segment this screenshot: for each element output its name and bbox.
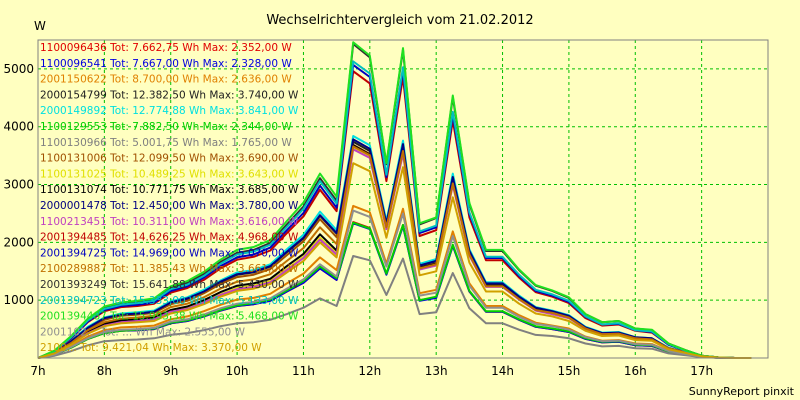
x-tick-label: 9h — [163, 364, 178, 378]
legend-entry-2100289887: 2100289887 Tot: 11.385,43 Wh Max: 3.661,… — [40, 263, 299, 275]
legend-entry-1100131006: 1100131006 Tot: 12.099,50 Wh Max: 3.690,… — [40, 153, 299, 165]
plot-frame — [37, 39, 769, 359]
y-tick-label: 5000 — [3, 62, 34, 76]
series-line-2100289887 — [37, 145, 752, 359]
series-line-2001102 — [37, 209, 752, 359]
x-tick-label: 13h — [425, 364, 448, 378]
legend-entry-1100131025: 1100131025 Tot: 10.489,25 Wh Max: 3.643,… — [40, 168, 299, 180]
legend-entry-2001394487: 2001394487 Tot: 15.993,38 Wh Max: 5.468,… — [40, 311, 299, 323]
legend-entry-1100096541: 1100096541 Tot: 7.667,00 Wh Max: 2.328,0… — [40, 58, 292, 70]
legend: 1100096436 Tot: 7.662,75 Wh Max: 2.352,0… — [40, 42, 299, 354]
x-tick-label: 12h — [358, 364, 381, 378]
series-line-2001394723 — [37, 60, 752, 359]
legend-entry-1100213451: 1100213451 Tot: 10.311,00 Wh Max: 3.616,… — [40, 216, 299, 228]
x-tick-label: 14h — [491, 364, 514, 378]
legend-entry-1100130966: 1100130966 Tot: 5.001,75 Wh Max: 1.765,0… — [40, 137, 292, 149]
x-tick-label: 8h — [97, 364, 112, 378]
chart-title: Wechselrichtervergleich vom 21.02.2012 — [266, 13, 533, 28]
legend-entry-2001394485: 2001394485 Tot: 14.626,25 Wh Max: 4.968,… — [40, 232, 299, 244]
series-line-2001394487 — [37, 41, 752, 359]
legend-entry-1100129553: 1100129553 Tot: 7.882,50 Wh Max: 2.344,0… — [40, 121, 292, 133]
series-line-2000001478 — [37, 138, 752, 359]
legend-entry-2001150622: 2001150622 Tot: 8.700,00 Wh Max: 2.636,0… — [40, 74, 292, 86]
legend-entry-1100131074: 1100131074 Tot: 10.771,75 Wh Max: 3.685,… — [40, 184, 299, 196]
legend-entry-2000149892: 2000149892 Tot: 12.774,88 Wh Max: 3.841,… — [40, 105, 299, 117]
x-tick-label: 11h — [292, 364, 315, 378]
x-tick-label: 17h — [690, 364, 713, 378]
series-line-2100 — [37, 162, 752, 359]
footer-credit: SunnyReport pinxit — [689, 385, 795, 398]
legend-entry-2001393249: 2001393249 Tot: 15.641,88 Wh Max: 5.430,… — [40, 279, 299, 291]
y-tick-label: 4000 — [3, 120, 34, 134]
legend-entry-2100: 2100... Tot: 9.421,04 Wh Max: 3.370,00 W — [40, 342, 262, 354]
legend-entry-1100096436: 1100096436 Tot: 7.662,75 Wh Max: 2.352,0… — [40, 42, 292, 54]
y-tick-label: 2000 — [3, 235, 34, 249]
y-axis-unit-label: W — [34, 19, 46, 33]
x-tick-label: 10h — [226, 364, 249, 378]
x-axis-ticks: 7h 8h 9h 10h 11h 12h 13h 14h 15h 16h 17h — [30, 364, 713, 378]
legend-entry-2000001478: 2000001478 Tot: 12.450,00 Wh Max: 3.780,… — [40, 200, 299, 212]
series-lines — [37, 41, 752, 359]
y-tick-label: 1000 — [3, 293, 34, 307]
legend-entry-2001394723: 2001394723 Tot: 15.333,00 Wh Max: 5.133,… — [40, 295, 299, 307]
x-tick-label: 16h — [624, 364, 647, 378]
legend-entry-2001102: 2001102... Tot: ... Wh Max: 2.555,00 W — [40, 326, 246, 338]
y-tick-label: 3000 — [3, 178, 34, 192]
x-tick-label: 7h — [30, 364, 45, 378]
x-tick-label: 15h — [557, 364, 580, 378]
legend-entry-2000154799: 2000154799 Tot: 12.382,50 Wh Max: 3.740,… — [40, 89, 299, 101]
y-axis-ticks: 1000 2000 3000 4000 5000 — [3, 62, 34, 307]
series-line-1100130966 — [37, 255, 752, 359]
legend-entry-2001394725: 2001394725 Tot: 14.969,00 Wh Max: 5.070,… — [40, 247, 299, 259]
